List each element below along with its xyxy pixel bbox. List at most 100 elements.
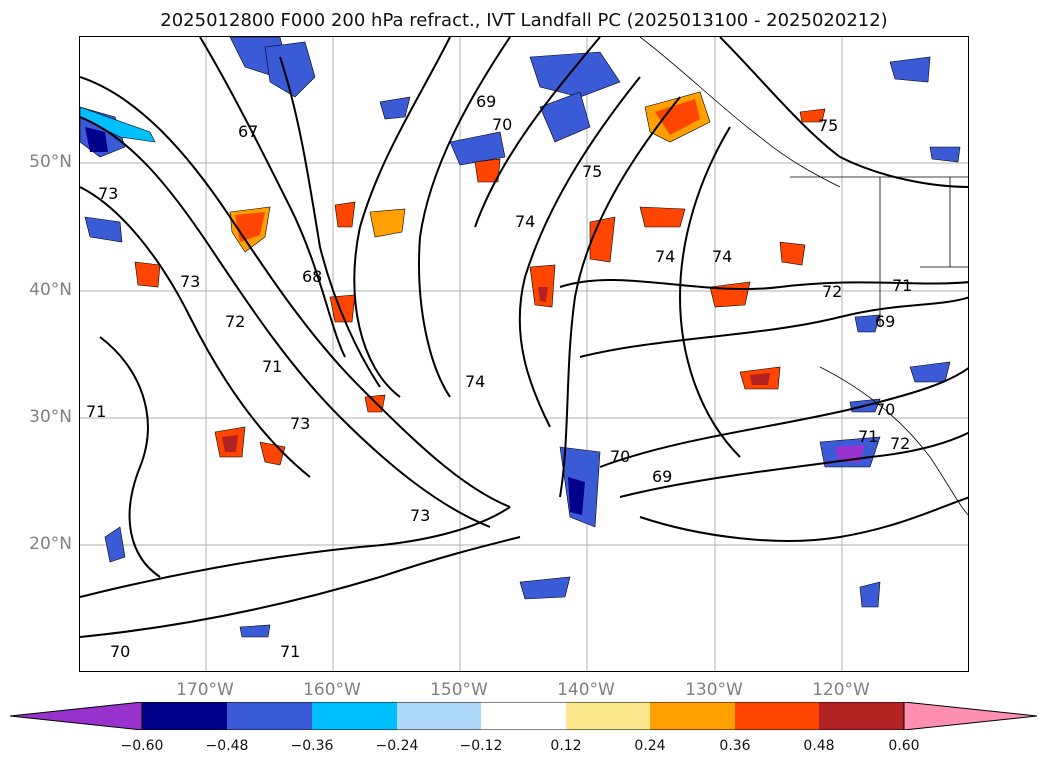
patch-blue (239, 624, 271, 638)
lon-label-150w: 150°W (430, 680, 488, 700)
colorbar-bin (481, 702, 566, 730)
colorbar-bin (566, 702, 650, 730)
contour-line (80, 186, 311, 478)
colorbar-tick: −0.24 (375, 738, 419, 754)
shaded-patches (80, 37, 961, 638)
contour-label: 75 (582, 162, 602, 181)
contour-lines (80, 37, 968, 638)
contour-label: 72 (890, 434, 910, 453)
patch-blue (449, 131, 506, 166)
contour-line (474, 37, 601, 228)
contour-line (599, 367, 968, 468)
contour-label: 71 (262, 357, 282, 376)
colorbar-tick: 0.36 (719, 738, 751, 754)
contour-line (418, 37, 511, 398)
contour-label: 71 (86, 402, 106, 421)
colorbar-tick: 0.12 (550, 738, 582, 754)
colorbar-bin (142, 702, 227, 730)
map-canvas: 67 69 70 75 73 74 75 73 68 72 71 71 73 7… (80, 37, 968, 671)
colorbar-tick: 0.24 (634, 738, 666, 754)
coastline (819, 366, 968, 516)
colorbar-tick: 0.60 (888, 738, 920, 754)
patch-blue (84, 216, 123, 243)
patch-red (134, 261, 161, 288)
patch-blue (379, 96, 411, 120)
contour-label: 73 (180, 272, 200, 291)
contour-label: 70 (875, 400, 895, 419)
patch-blue (909, 361, 951, 383)
contour-line (559, 96, 681, 498)
contour-line (353, 37, 451, 398)
contour-label: 75 (818, 116, 838, 135)
contour-line (619, 431, 968, 498)
contour-label: 74 (655, 247, 675, 266)
colorbar-extend-high (903, 702, 1037, 730)
patch-red (639, 206, 686, 228)
colorbar (10, 702, 1037, 730)
contour-label: 71 (892, 276, 912, 295)
lon-label-140w: 140°W (557, 680, 615, 700)
colorbar-tick: −0.60 (120, 738, 164, 754)
contour-label-group: 67 69 70 75 73 74 75 73 68 72 71 71 73 7… (86, 92, 912, 661)
contour-label: 67 (238, 122, 258, 141)
patch-darkred (222, 435, 238, 452)
contour-line (639, 496, 968, 542)
colorbar-extend-low (10, 702, 143, 730)
contour-line (579, 296, 968, 358)
patch-red (529, 264, 556, 308)
lon-label-130w: 130°W (685, 680, 743, 700)
contour-label: 72 (225, 312, 245, 331)
colorbar-tick: −0.36 (290, 738, 334, 754)
patch-blue (529, 51, 621, 98)
patch-red (779, 241, 806, 266)
contour-label: 70 (492, 115, 512, 134)
coastlines (639, 37, 968, 516)
colorbar-tick: −0.12 (459, 738, 503, 754)
contour-label: 74 (465, 372, 485, 391)
border-line (879, 177, 968, 327)
contour-line (719, 37, 968, 188)
colorbar-bin (735, 702, 819, 730)
patch-red (259, 441, 286, 466)
contour-label: 69 (652, 467, 672, 486)
patch-red (709, 281, 751, 308)
contour-line (99, 336, 161, 578)
contour-label: 73 (98, 184, 118, 203)
contour-label: 70 (610, 447, 630, 466)
contour-line (559, 278, 968, 291)
contour-line (279, 56, 381, 388)
contour-label: 71 (280, 642, 300, 661)
contour-line (80, 536, 521, 638)
lat-label-20n: 20°N (29, 534, 72, 554)
patch-darkred (538, 287, 548, 302)
contour-label: 68 (302, 267, 322, 286)
lat-label-40n: 40°N (29, 280, 72, 300)
colorbar-tick: 0.48 (803, 738, 835, 754)
patch-red (589, 216, 616, 263)
patch-blue (264, 41, 316, 98)
patch-darkred (750, 373, 770, 385)
colorbar-bin (650, 702, 735, 730)
contour-line (80, 506, 511, 598)
contour-label: 71 (858, 427, 878, 446)
lon-label-120w: 120°W (812, 680, 870, 700)
contour-label: 70 (110, 642, 130, 661)
contour-label: 74 (515, 212, 535, 231)
contour-label: 73 (290, 414, 310, 433)
contour-line (518, 76, 641, 428)
lon-label-170w: 170°W (176, 680, 234, 700)
figure-title: 2025012800 F000 200 hPa refract., IVT La… (160, 10, 888, 31)
contour-label: 69 (476, 92, 496, 111)
patch-blue (859, 581, 881, 608)
patch-blue (889, 56, 931, 83)
contour-label: 74 (712, 247, 732, 266)
colorbar-outline (141, 702, 905, 730)
contour-line (678, 126, 741, 458)
patch-navy (85, 127, 108, 152)
patch-red (474, 158, 501, 183)
colorbar-bin (227, 702, 312, 730)
patch-red (655, 99, 700, 135)
patch-orange (369, 208, 406, 238)
colorbar-bin (819, 702, 904, 730)
